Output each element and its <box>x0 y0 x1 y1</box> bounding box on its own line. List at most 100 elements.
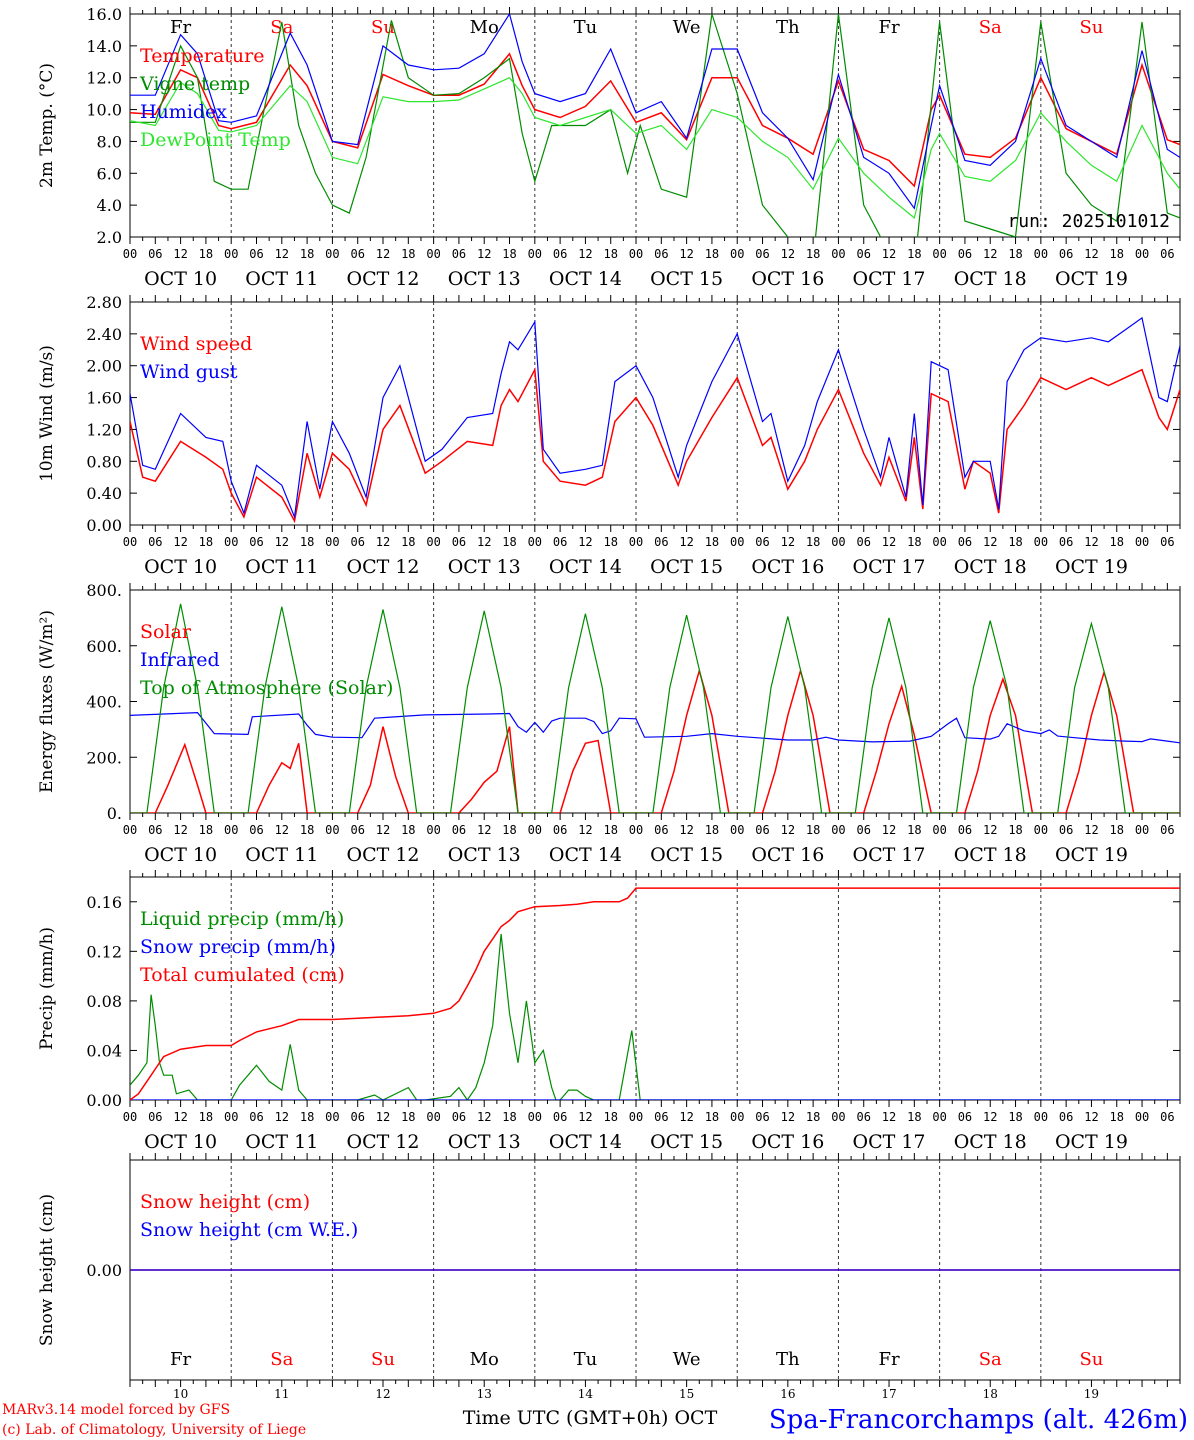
y-tick-label: 0.00 <box>86 1261 122 1280</box>
x-date-label: OCT 18 <box>954 556 1027 578</box>
x-date-label: OCT 18 <box>954 844 1027 866</box>
x-hour-label: 00 <box>325 823 339 837</box>
x-hour-label: 00 <box>730 535 744 549</box>
x-hour-label: 12 <box>477 535 491 549</box>
x-hour-label: 00 <box>1135 823 1149 837</box>
y-tick-label: 10.0 <box>86 101 122 120</box>
x-hour-label: 18 <box>502 1110 516 1124</box>
x-hour-label: 12 <box>781 1110 795 1124</box>
x-hour-label: 06 <box>1160 535 1174 549</box>
x-hour-label: 06 <box>857 247 871 261</box>
panel-frame-wind <box>129 301 1181 526</box>
y-tick-label: 1.60 <box>86 389 122 408</box>
x-hour-label: 06 <box>755 1110 769 1124</box>
day-number-label: 18 <box>983 1387 998 1401</box>
x-date-label: OCT 11 <box>245 1131 318 1153</box>
x-hour-label: 06 <box>654 535 668 549</box>
day-name-label: Fr <box>878 1349 899 1370</box>
y-tick-label: 16.0 <box>86 5 122 24</box>
x-hour-label: 00 <box>123 247 137 261</box>
y-axis-label-snow: Snow height (cm) <box>37 1194 57 1346</box>
x-hour-label: 12 <box>477 823 491 837</box>
x-hour-label: 06 <box>755 823 769 837</box>
x-hour-label: 00 <box>528 1110 542 1124</box>
x-hour-label: 18 <box>300 1110 314 1124</box>
x-hour-label: 00 <box>426 823 440 837</box>
x-date-label: OCT 17 <box>853 556 926 578</box>
x-hour-label: 12 <box>882 1110 896 1124</box>
x-hour-label: 18 <box>1110 247 1124 261</box>
x-hour-label: 00 <box>1135 247 1149 261</box>
day-name-label: Tu <box>574 1349 598 1370</box>
x-hour-label: 18 <box>705 247 719 261</box>
x-hour-label: 18 <box>603 823 617 837</box>
x-hour-label: 12 <box>477 1110 491 1124</box>
x-hour-label: 00 <box>224 1110 238 1124</box>
x-hour-label: 18 <box>1008 247 1022 261</box>
x-date-label: OCT 19 <box>1055 1131 1128 1153</box>
x-hour-label: 18 <box>603 535 617 549</box>
x-hour-label: 18 <box>401 823 415 837</box>
x-hour-label: 00 <box>325 247 339 261</box>
legend-entry: Snow precip (mm/h) <box>140 936 336 958</box>
x-hour-label: 00 <box>224 823 238 837</box>
day-name-label: Su <box>371 1349 395 1370</box>
x-hour-label: 06 <box>350 535 364 549</box>
y-tick-label: 200. <box>86 748 122 767</box>
day-name-label: Sa <box>270 1349 293 1370</box>
x-hour-label: 00 <box>1034 823 1048 837</box>
y-tick-label: 2.40 <box>86 325 122 344</box>
y-tick-label: 0.16 <box>86 893 122 912</box>
day-number-label: 15 <box>679 1387 694 1401</box>
x-date-label: OCT 18 <box>954 268 1027 290</box>
y-tick-label: 2.00 <box>86 357 122 376</box>
x-hour-label: 12 <box>679 1110 693 1124</box>
x-hour-label: 12 <box>173 247 187 261</box>
x-hour-label: 06 <box>1160 823 1174 837</box>
y-tick-label: 0.12 <box>86 942 122 961</box>
x-hour-label: 00 <box>932 1110 946 1124</box>
legend-entry: Solar <box>140 621 192 643</box>
x-date-label: OCT 19 <box>1055 556 1128 578</box>
legend-entry: Temperature <box>140 45 264 67</box>
day-name-label: Mo <box>470 1349 499 1370</box>
day-number-label: 17 <box>881 1387 896 1401</box>
station-title: Spa-Francorchamps (alt. 426m) <box>769 1405 1188 1435</box>
series-line-dewpoint-temp <box>130 76 1180 219</box>
day-name-label: Mo <box>470 17 499 38</box>
series-line-wind-gust <box>130 316 1180 520</box>
x-hour-label: 18 <box>907 535 921 549</box>
y-axis-label-precip: Precip (mm/h) <box>37 927 57 1050</box>
x-hour-label: 06 <box>249 1110 263 1124</box>
x-hour-label: 06 <box>1160 1110 1174 1124</box>
x-hour-label: 06 <box>553 535 567 549</box>
credit-line-1: MARv3.14 model forced by GFS <box>2 1402 230 1418</box>
x-hour-label: 00 <box>932 823 946 837</box>
x-hour-label: 18 <box>1110 535 1124 549</box>
x-hour-label: 06 <box>553 823 567 837</box>
x-hour-label: 06 <box>654 247 668 261</box>
x-hour-label: 00 <box>1034 247 1048 261</box>
x-hour-label: 00 <box>528 247 542 261</box>
x-hour-label: 00 <box>123 1110 137 1124</box>
x-hour-label: 06 <box>553 247 567 261</box>
x-date-label: OCT 14 <box>549 844 622 866</box>
x-hour-label: 06 <box>452 247 466 261</box>
x-hour-label: 18 <box>199 823 213 837</box>
x-date-label: OCT 12 <box>347 268 420 290</box>
day-number-label: 12 <box>375 1387 390 1401</box>
x-hour-label: 00 <box>426 535 440 549</box>
day-name-label: Th <box>776 17 800 38</box>
x-hour-label: 18 <box>806 535 820 549</box>
series-line-top-of-atmosphere-solar- <box>130 603 1180 813</box>
x-date-label: OCT 11 <box>245 268 318 290</box>
x-hour-label: 06 <box>350 823 364 837</box>
x-hour-label: 12 <box>781 823 795 837</box>
x-hour-label: 12 <box>1084 535 1098 549</box>
x-hour-label: 06 <box>654 823 668 837</box>
x-hour-label: 12 <box>983 823 997 837</box>
x-hour-label: 12 <box>376 1110 390 1124</box>
series-line-wind-speed <box>130 367 1180 524</box>
x-date-label: OCT 11 <box>245 556 318 578</box>
x-hour-label: 12 <box>781 535 795 549</box>
